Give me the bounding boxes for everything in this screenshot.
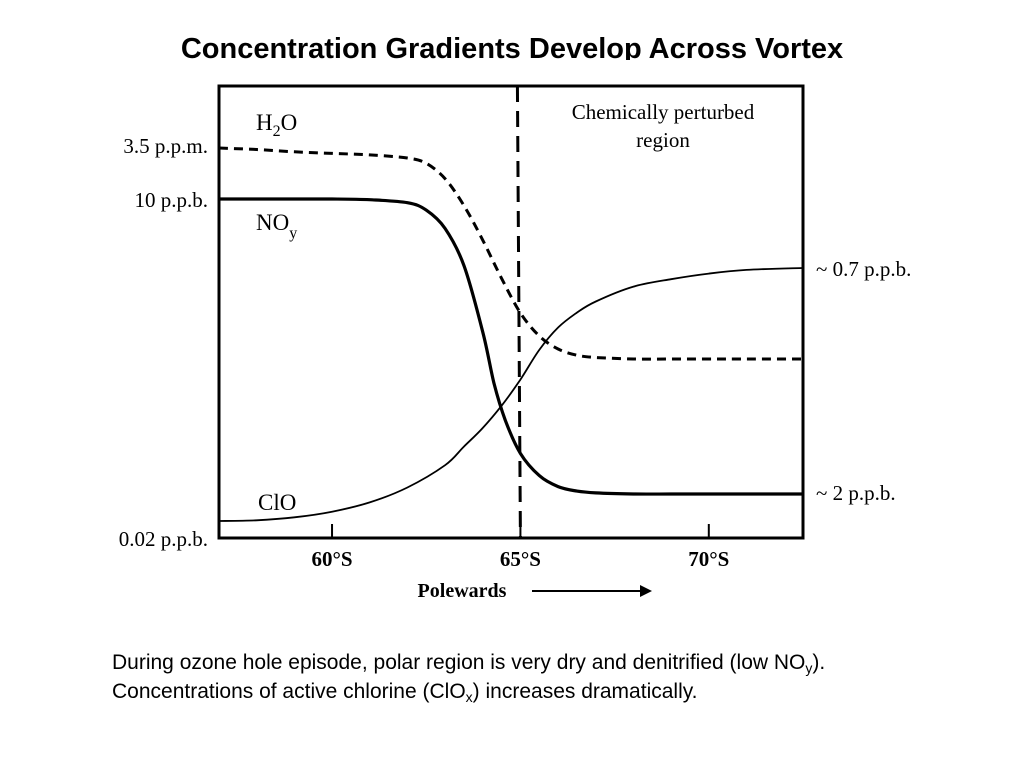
slide-title: Concentration Gradients Develop Across V… — [180, 33, 844, 60]
plot-border — [217, 84, 805, 540]
caption-text-2: ). Concentrations of active chlorine (Cl… — [112, 651, 826, 703]
series-line-clo — [218, 267, 804, 522]
right-label-clo: ~ 0.7 p.p.b. — [816, 257, 911, 281]
caption-text-3: ) increases dramatically. — [472, 680, 698, 703]
x-axis-label: Polewards — [418, 580, 507, 602]
caption: During ozone hole episode, polar region … — [112, 648, 892, 706]
left-label-noy: 10 p.p.b. — [135, 188, 209, 212]
series-label-noy: NOy — [256, 210, 297, 242]
x-tick-label: 65°S — [500, 547, 541, 571]
caption-text-1: During ozone hole episode, polar region … — [112, 651, 806, 674]
x-tick-label: 70°S — [688, 547, 729, 571]
series-label-h2o: H2O — [256, 110, 297, 140]
region-label-line1: Chemically perturbed — [572, 100, 755, 124]
left-label-h2o: 3.5 p.p.m. — [123, 134, 208, 158]
series-label-clo: ClO — [258, 490, 296, 515]
series-line-noy — [219, 197, 803, 496]
concentration-chart: 60°S 65°S 70°S Polewards Chemically perturbe… — [119, 84, 912, 602]
vortex-boundary-line — [515, 85, 522, 539]
caption-sub-y: y — [805, 660, 813, 676]
series-line-h2o — [218, 146, 803, 361]
labels-layer: 60°S 65°S 70°S Polewards Chemically perturbe… — [119, 100, 912, 602]
x-tick-label: 60°S — [311, 547, 352, 571]
poleward-arrow-head — [640, 585, 652, 597]
series-layer — [218, 146, 804, 522]
plot-frame — [217, 84, 805, 597]
region-label-line2: region — [636, 128, 690, 152]
caption-sub-x: x — [465, 689, 473, 705]
left-label-clo: 0.02 p.p.b. — [119, 527, 208, 551]
right-label-noy: ~ 2 p.p.b. — [816, 481, 896, 505]
